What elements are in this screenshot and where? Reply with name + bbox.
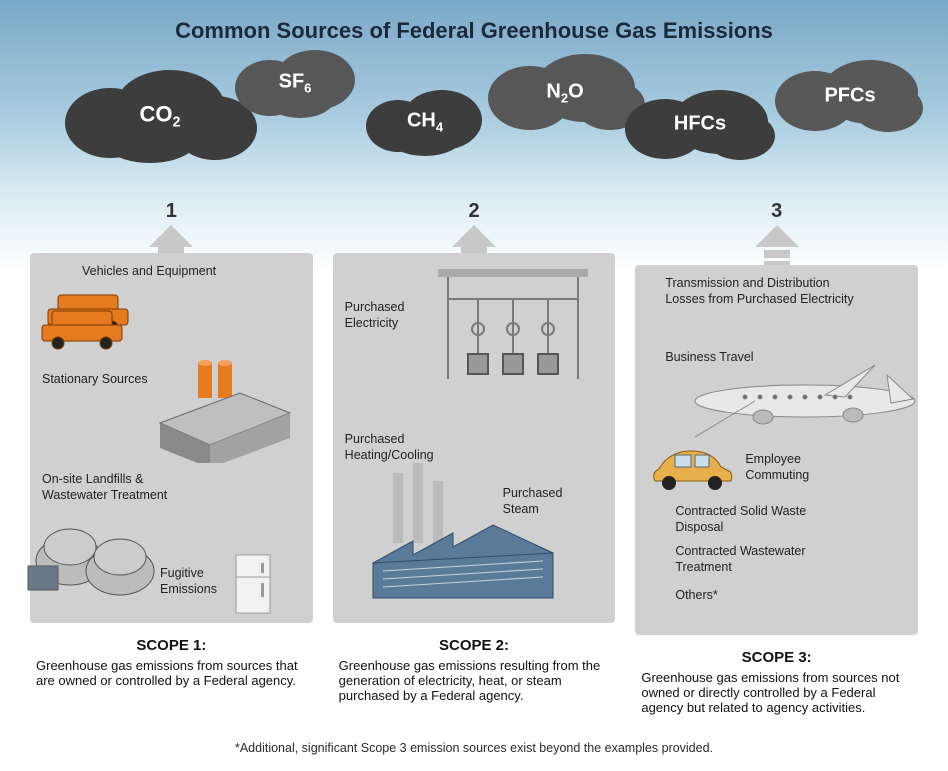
label-fugitive: Fugitive Emissions	[160, 565, 230, 598]
scopes-row: 1 Vehicles and Equipment	[30, 200, 918, 715]
fugitive-icon	[230, 551, 280, 624]
scope2-box: Purchased Electricity	[333, 253, 616, 623]
factory-icon	[353, 463, 593, 626]
label-stationary: Stationary Sources	[42, 371, 148, 387]
label-electricity: Purchased Electricity	[345, 299, 425, 332]
label-vehicles: Vehicles and Equipment	[82, 263, 216, 279]
cloud-sf6: SF6	[230, 48, 360, 118]
landfills-icon	[22, 511, 172, 604]
scope1-box: Vehicles and Equipment	[30, 253, 313, 623]
label-transmission: Transmission and Distribution Losses fro…	[665, 275, 865, 308]
cloud-ch4: CH4	[360, 86, 490, 158]
scope3-caption: SCOPE 3: Greenhouse gas emissions from s…	[635, 649, 918, 715]
stationary-icon	[140, 353, 300, 466]
scope2-arrow: 2	[452, 200, 496, 257]
label-landfills: On-site Landfills & Wastewater Treatment	[42, 471, 182, 504]
scope1-arrow: 1	[149, 200, 193, 257]
scope3-box: Transmission and Distribution Losses fro…	[635, 265, 918, 635]
scope1-column: 1 Vehicles and Equipment	[30, 200, 313, 715]
scope3-arrow: 3	[755, 200, 799, 269]
gas-clouds: CO2 SF6 CH4 N2O HFCs PFCs	[0, 48, 948, 168]
scope1-caption: SCOPE 1: Greenhouse gas emissions from s…	[30, 637, 313, 688]
label-waste: Contracted Solid Waste Disposal	[675, 503, 835, 536]
electricity-icon	[428, 259, 608, 402]
vehicles-icon	[20, 283, 140, 356]
label-commuting: Employee Commuting	[745, 451, 835, 484]
cloud-pfcs: PFCs	[770, 56, 930, 136]
scope3-column: 3 Transmission and Distribution Losses f…	[635, 200, 918, 715]
label-wastewater: Contracted Wastewater Treatment	[675, 543, 855, 576]
scope2-column: 2 Purchased Electricity	[333, 200, 616, 715]
footnote: *Additional, significant Scope 3 emissio…	[0, 741, 948, 755]
label-others: Others*	[675, 587, 717, 603]
page-title: Common Sources of Federal Greenhouse Gas…	[0, 0, 948, 44]
car-icon	[641, 439, 741, 502]
scope2-caption: SCOPE 2: Greenhouse gas emissions result…	[333, 637, 616, 703]
cloud-hfcs: HFCs	[620, 84, 780, 164]
label-heating: Purchased Heating/Cooling	[345, 431, 445, 464]
